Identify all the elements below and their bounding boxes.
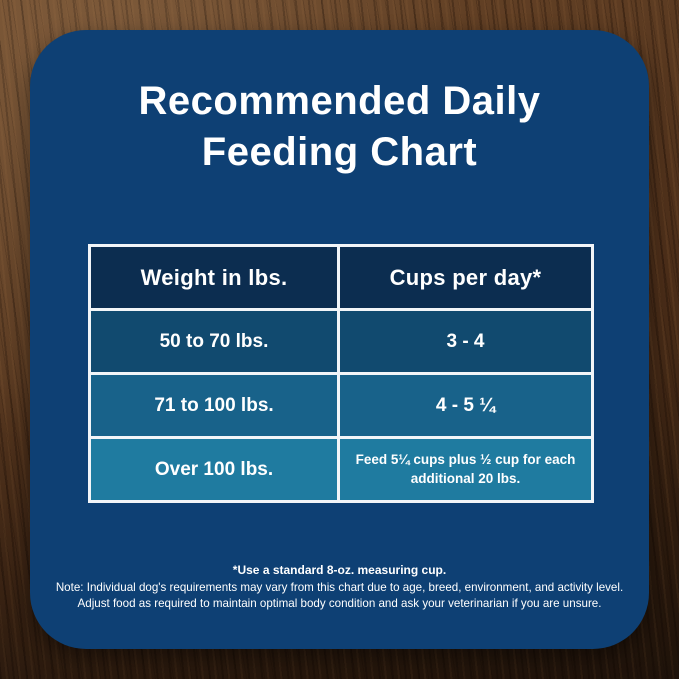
footnote-note: Note: Individual dog's requirements may … — [55, 581, 624, 594]
title-line-2: Feeding Chart — [201, 129, 478, 174]
table-header-row: Weight in lbs. Cups per day* — [91, 247, 591, 308]
cups-per-day-cell: 4 - 5 ¼ — [340, 375, 591, 436]
table-row: Over 100 lbs. Feed 5¼ cups plus ½ cup fo… — [91, 439, 591, 500]
page-title: Recommended Daily Feeding Chart — [30, 30, 649, 178]
table-row: 71 to 100 lbs. 4 - 5 ¼ — [91, 375, 591, 436]
feeding-table: Weight in lbs. Cups per day* 50 to 70 lb… — [88, 244, 594, 503]
weight-range-cell: 71 to 100 lbs. — [91, 375, 337, 436]
feeding-chart-card: Recommended Daily Feeding Chart Weight i… — [30, 30, 649, 649]
footnote-adjust: Adjust food as required to maintain opti… — [77, 597, 602, 611]
cups-per-day-cell: Feed 5¼ cups plus ½ cup for each additio… — [340, 439, 591, 500]
footnote-measuring-cup: *Use a standard 8-oz. measuring cup. — [232, 563, 447, 577]
column-header-cups: Cups per day* — [340, 247, 591, 308]
column-header-weight: Weight in lbs. — [91, 247, 337, 308]
footnotes: *Use a standard 8-oz. measuring cup. Not… — [30, 563, 649, 613]
title-line-1: Recommended Daily — [138, 79, 541, 123]
table-row: 50 to 70 lbs. 3 - 4 — [91, 311, 591, 372]
weight-range-cell: 50 to 70 lbs. — [91, 311, 337, 372]
cups-per-day-cell: 3 - 4 — [340, 311, 591, 372]
weight-range-cell: Over 100 lbs. — [91, 439, 337, 500]
